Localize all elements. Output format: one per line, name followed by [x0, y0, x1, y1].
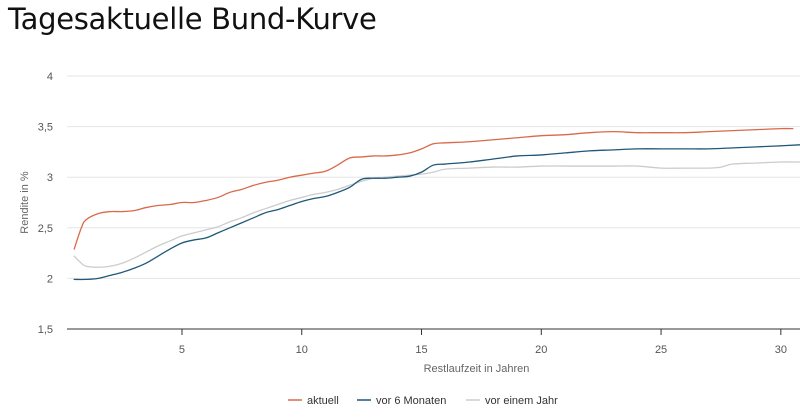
x-tick-label: 10	[296, 344, 308, 356]
legend-label-vor-6-monaten: vor 6 Monaten	[376, 395, 446, 407]
y-tick-label: 3	[47, 172, 53, 184]
y-tick-label: 3,5	[38, 122, 53, 134]
x-tick-label: 30	[775, 344, 787, 356]
series-lines	[73, 127, 800, 281]
y-tick-label: 4	[47, 71, 53, 83]
x-tick-label: 5	[179, 344, 185, 356]
y-tick-label: 1,5	[38, 324, 53, 336]
x-axis-title: Restlaufzeit in Jahren	[424, 363, 530, 375]
legend: aktuell vor 6 Monaten vor einem Jahr	[288, 395, 558, 407]
legend-label-vor-einem-jahr: vor einem Jahr	[485, 395, 558, 407]
x-tick-label: 20	[535, 344, 547, 356]
y-tick-label: 2,5	[38, 223, 53, 235]
axes: 1,5 2 2,5 3 3,5 4 5 10 15 20 25 30 Restlaufzeit in J…	[19, 71, 800, 375]
series-line-aktuell	[73, 127, 794, 250]
x-tick-label: 15	[415, 344, 427, 356]
legend-label-aktuell: aktuell	[307, 395, 339, 407]
page-title: Tagesaktuelle Bund-Kurve	[8, 2, 377, 36]
y-tick-label: 2	[47, 273, 53, 285]
series-line-vor-einem-jahr	[73, 161, 800, 268]
y-axis-title: Rendite in %	[19, 171, 31, 234]
x-tick-label: 25	[655, 344, 667, 356]
grid-lines	[67, 75, 800, 279]
series-line-vor-6-monaten	[73, 144, 800, 281]
